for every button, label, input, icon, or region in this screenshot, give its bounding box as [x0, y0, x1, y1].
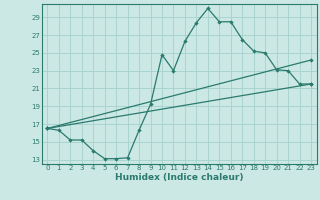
X-axis label: Humidex (Indice chaleur): Humidex (Indice chaleur) — [115, 173, 244, 182]
